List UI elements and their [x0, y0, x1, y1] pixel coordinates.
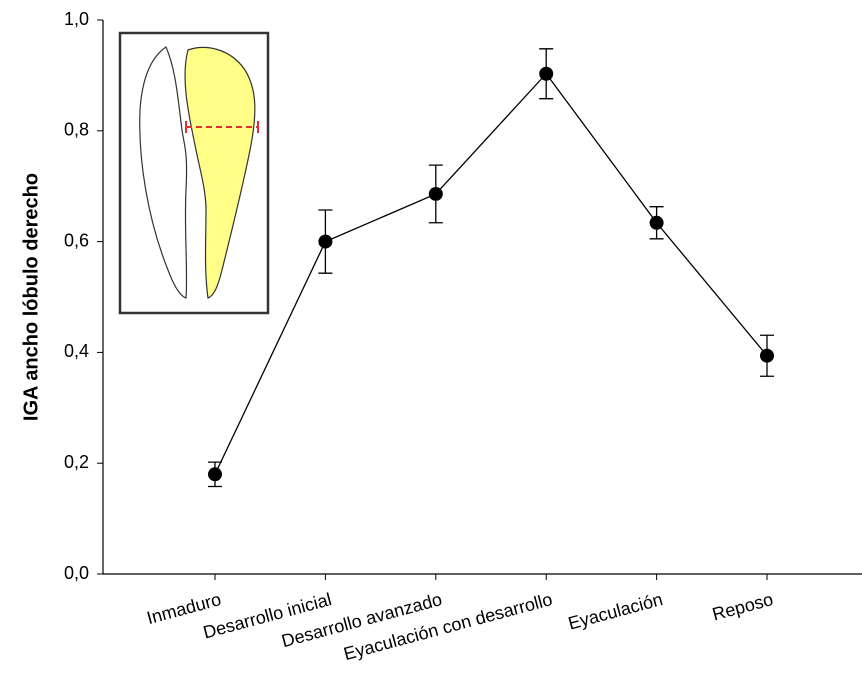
- data-point: [208, 467, 222, 482]
- y-tick-label: 0,2: [64, 452, 89, 472]
- x-tick-label: Reposo: [710, 589, 775, 624]
- y-tick-label: 0,8: [64, 120, 89, 140]
- data-point: [649, 215, 664, 230]
- y-tick-label: 1,0: [64, 9, 89, 29]
- x-tick-label: Eyaculación: [566, 589, 665, 633]
- y-tick-label: 0,6: [64, 230, 89, 250]
- data-point: [318, 234, 333, 249]
- right-lobe: [184, 46, 256, 299]
- data-point: [428, 186, 443, 201]
- y-axis-label: IGA ancho lóbulo derecho: [20, 173, 42, 421]
- data-line: [214, 72, 768, 475]
- y-tick-label: 0,4: [64, 341, 89, 361]
- left-lobe: [139, 46, 188, 299]
- y-tick-label: 0,0: [64, 563, 89, 583]
- data-point: [539, 66, 554, 81]
- inset: [118, 31, 270, 315]
- data-point: [760, 348, 774, 363]
